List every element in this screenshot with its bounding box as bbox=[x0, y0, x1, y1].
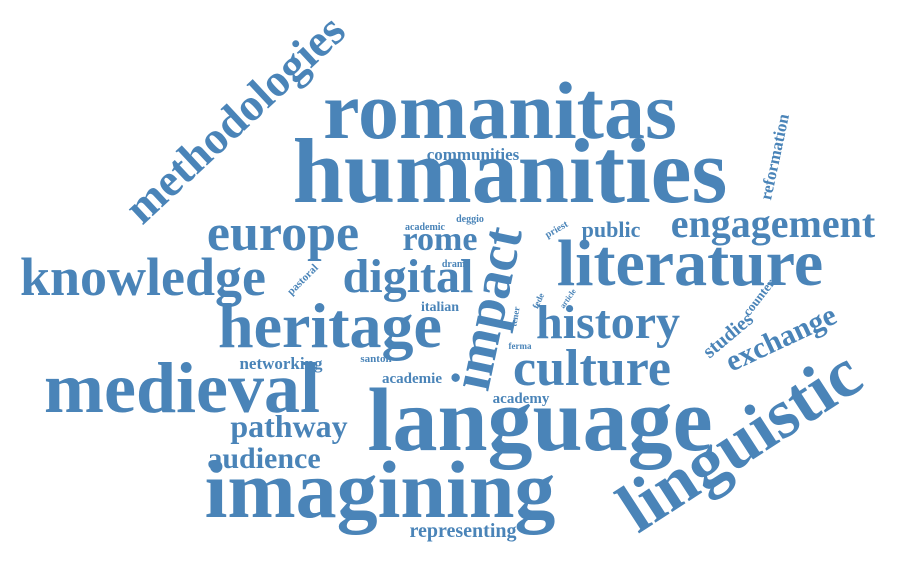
word-ferma: ferma bbox=[509, 341, 532, 351]
word-engagement: engagement bbox=[671, 201, 876, 246]
word-heritage: heritage bbox=[218, 290, 442, 361]
word-representing: representing bbox=[409, 520, 516, 542]
word-audience: audience bbox=[207, 442, 320, 475]
word-imagining: imagining bbox=[205, 444, 556, 535]
word-pathway: pathway bbox=[230, 408, 347, 444]
word-communities: communities bbox=[427, 145, 520, 164]
word-santon: santon bbox=[360, 353, 391, 365]
word-academy: academy bbox=[493, 391, 550, 407]
word-reformation: reformation bbox=[756, 112, 793, 202]
word-knowledge: knowledge bbox=[20, 247, 266, 307]
word-europe: europe bbox=[207, 205, 359, 262]
word-academie: academie bbox=[382, 371, 442, 387]
word-drama: drama bbox=[442, 259, 470, 270]
word-academic: academic bbox=[405, 222, 446, 233]
word-culture: culture bbox=[513, 340, 671, 397]
word-public: public bbox=[582, 217, 641, 242]
word-networking: networking bbox=[239, 354, 323, 373]
word-digital: digital bbox=[343, 250, 474, 303]
word-history: history bbox=[536, 296, 680, 349]
word-romanitas: romanitas bbox=[323, 65, 677, 156]
word-rome: rome bbox=[403, 221, 478, 258]
word-humanities: humanities bbox=[293, 120, 728, 222]
word-literature: literature bbox=[557, 227, 823, 300]
word-deggio: deggio bbox=[456, 214, 484, 225]
word-medieval: medieval bbox=[44, 348, 320, 428]
word-language: language bbox=[367, 371, 712, 470]
word-italian: italian bbox=[421, 300, 459, 315]
word-tener: tener bbox=[508, 306, 521, 327]
